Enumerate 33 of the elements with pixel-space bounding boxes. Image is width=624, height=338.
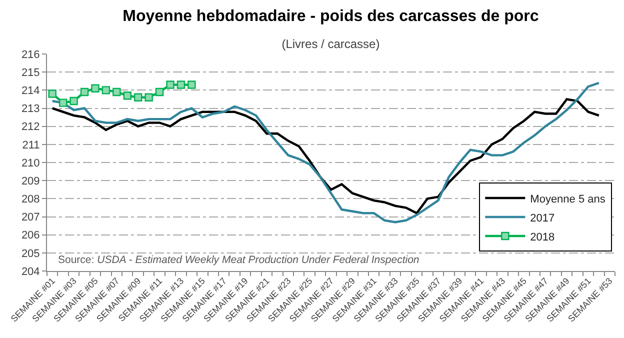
chart-subtitle: (Livres / carcasse) — [282, 37, 380, 52]
chart-title: Moyenne hebdomadaire - poids des carcasses de porc — [122, 8, 539, 25]
y-tick-label: 210 — [21, 157, 40, 170]
y-tick-label: 215 — [21, 66, 40, 79]
y-tick-label: 207 — [21, 212, 40, 224]
y-tick-label: 211 — [22, 139, 40, 152]
point — [176, 80, 186, 89]
legend-label: Moyenne 5 ans — [530, 193, 606, 206]
y-tick-label: 206 — [21, 230, 40, 242]
point — [58, 98, 68, 107]
point — [102, 86, 110, 94]
point — [144, 93, 153, 102]
point — [48, 90, 56, 98]
annotation: Source: USDA - Estimated Weekly Meat Production Under Federal Inspection — [58, 254, 420, 266]
point — [91, 84, 100, 92]
point — [155, 88, 164, 96]
y-tick-label: 214 — [21, 85, 40, 98]
legend-label: 2018 — [530, 231, 555, 244]
y-tick-label: 212 — [21, 121, 40, 134]
y-tick-label: 213 — [21, 103, 40, 116]
point — [112, 88, 121, 96]
legend-label: 2017 — [530, 212, 555, 224]
point — [134, 93, 142, 102]
y-tick-label: 204 — [21, 266, 40, 278]
y-tick-label: 208 — [21, 194, 40, 206]
point — [123, 91, 132, 100]
y-tick-label: 205 — [21, 248, 40, 260]
point — [166, 80, 174, 89]
point — [70, 96, 78, 106]
y-tick-label: 216 — [21, 48, 40, 61]
y-tick-label: 209 — [21, 175, 40, 188]
point — [80, 88, 89, 96]
point — [188, 80, 196, 89]
